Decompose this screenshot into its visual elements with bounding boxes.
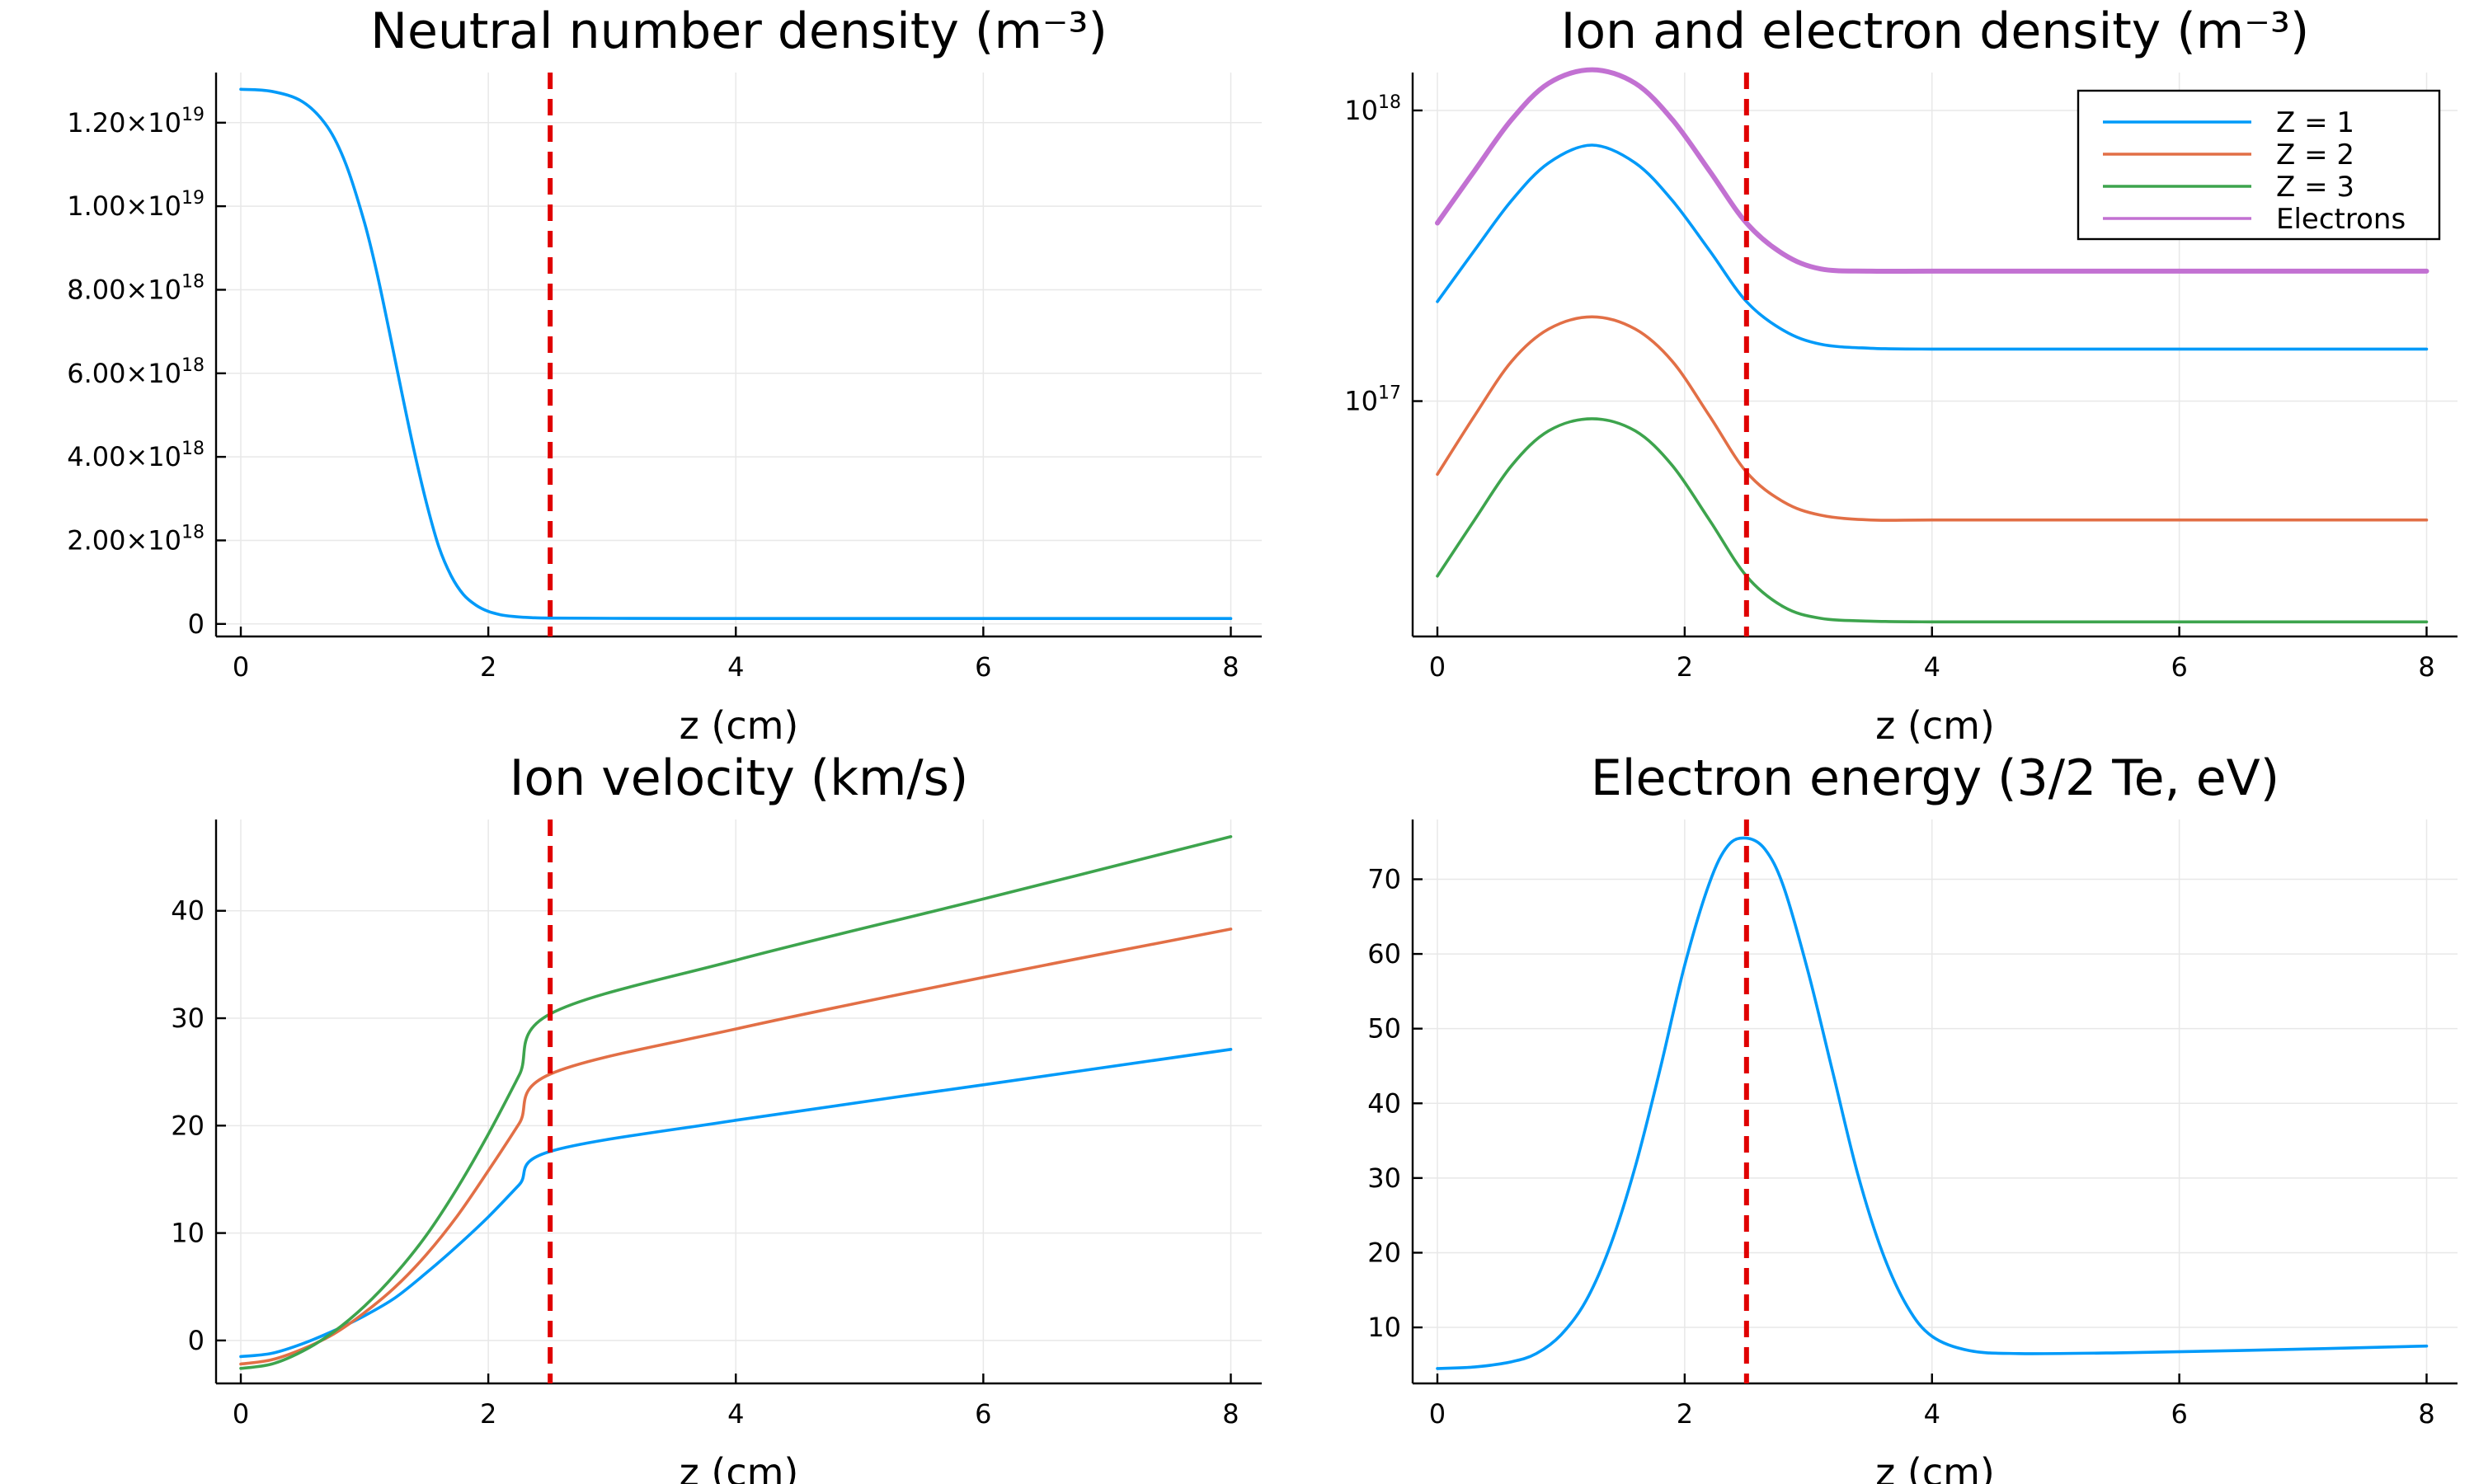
y-tick-label: 40 [1367, 1087, 1401, 1119]
series-line-0 [239, 87, 1233, 621]
y-tick-label: 4.00×1018 [67, 439, 205, 472]
y-tick-mantissa: 40 [171, 895, 205, 927]
y-tick-label: 40 [171, 895, 205, 927]
y-tick-mantissa: 50 [1367, 1013, 1401, 1045]
chart-title: Electron energy (3/2 Te, eV) [1591, 749, 2279, 807]
chart-title: Ion and electron density (m⁻³) [1561, 2, 2310, 60]
y-tick-label: 8.00×1018 [67, 271, 205, 305]
x-tick-label: 0 [1429, 1398, 1446, 1430]
y-tick-label: 30 [171, 1003, 205, 1034]
y-tick-exponent: 18 [181, 439, 205, 459]
y-tick-exponent: 19 [181, 188, 205, 209]
y-tick-exponent: 17 [1378, 383, 1401, 404]
x-axis-label: z (cm) [680, 1450, 799, 1484]
chart-title: Neutral number density (m⁻³) [370, 2, 1108, 60]
x-tick-label: 6 [975, 651, 991, 683]
legend [2077, 89, 2441, 241]
y-tick-mantissa: 10 [171, 1218, 205, 1249]
legend-label: Electrons [2276, 203, 2406, 236]
y-tick-mantissa: 1.00×10 [67, 190, 181, 222]
electron-energy-panel: 0 2 4 6 8 10 20 30 40 50 60 70 Electron energy (3/2 … [1367, 749, 2458, 1484]
y-tick-mantissa: 0 [188, 1325, 205, 1356]
x-tick-label: 8 [1222, 651, 1239, 683]
series-line-2 [239, 835, 1233, 1370]
y-tick-mantissa: 30 [171, 1003, 205, 1034]
y-tick-exponent: 18 [181, 355, 205, 376]
y-tick-label: 1.00×1019 [67, 188, 205, 222]
y-tick-mantissa: 0 [188, 608, 205, 640]
x-tick-label: 2 [1677, 1398, 1693, 1430]
y-tick-mantissa: 20 [171, 1110, 205, 1141]
x-axis-label: z (cm) [1875, 1450, 1995, 1484]
x-tick-label: 2 [1677, 651, 1693, 683]
ion-velocity-panel: 0 2 4 6 8 0 10 20 30 40 Ion velocity (km/s) z (cm) [171, 749, 1262, 1484]
y-tick-label: 10 [1367, 1312, 1401, 1343]
x-tick-label: 4 [727, 651, 744, 683]
legend-label: Z = 1 [2276, 106, 2354, 139]
series-line-electrons [1435, 67, 2429, 275]
y-tick-exponent: 18 [181, 271, 205, 292]
x-tick-label: 2 [480, 651, 496, 683]
y-tick-label: 10 [171, 1218, 205, 1249]
x-tick-label: 0 [233, 1398, 249, 1430]
y-tick-mantissa: 40 [1367, 1087, 1401, 1119]
y-tick-mantissa: 8.00×10 [67, 274, 181, 305]
x-axis-label: z (cm) [680, 703, 799, 748]
y-tick-label: 20 [171, 1110, 205, 1141]
y-tick-mantissa: 30 [1367, 1162, 1401, 1194]
y-tick-label: 0 [188, 608, 205, 640]
y-tick-label: 30 [1367, 1162, 1401, 1194]
x-tick-label: 8 [2418, 651, 2434, 683]
legend-label: Z = 3 [2276, 171, 2354, 204]
x-tick-label: 4 [1924, 1398, 1940, 1430]
y-tick-label: 1018 [1344, 92, 1401, 126]
y-tick-mantissa: 10 [1367, 1312, 1401, 1343]
y-tick-label: 60 [1367, 938, 1401, 970]
y-tick-mantissa: 2.00×10 [67, 524, 181, 556]
y-tick-mantissa: 4.00×10 [67, 441, 181, 472]
y-tick-exponent: 18 [181, 522, 205, 542]
y-tick-mantissa: 1.20×10 [67, 107, 181, 139]
y-tick-label: 20 [1367, 1237, 1401, 1268]
y-tick-mantissa: 10 [1344, 386, 1378, 417]
x-tick-label: 2 [480, 1398, 496, 1430]
y-tick-mantissa: 10 [1344, 95, 1378, 126]
series-line-0 [1436, 836, 2429, 1370]
x-tick-label: 0 [233, 651, 249, 683]
series-line-0 [239, 1048, 1233, 1359]
y-tick-mantissa: 60 [1367, 938, 1401, 970]
y-tick-label: 6.00×1018 [67, 355, 205, 389]
x-tick-label: 8 [2418, 1398, 2434, 1430]
x-tick-label: 6 [2171, 1398, 2187, 1430]
x-tick-label: 6 [2171, 651, 2187, 683]
y-tick-label: 50 [1367, 1013, 1401, 1045]
y-tick-exponent: 18 [1378, 92, 1401, 113]
x-tick-label: 6 [975, 1398, 991, 1430]
y-tick-label: 1.20×1019 [67, 105, 205, 139]
y-tick-mantissa: 6.00×10 [67, 358, 181, 389]
x-axis-label: z (cm) [1875, 703, 1995, 748]
legend-label: Z = 2 [2276, 139, 2354, 171]
y-tick-label: 0 [188, 1325, 205, 1356]
y-tick-label: 1017 [1344, 383, 1401, 417]
y-tick-mantissa: 70 [1367, 863, 1401, 895]
y-tick-label: 2.00×1018 [67, 522, 205, 556]
x-tick-label: 8 [1222, 1398, 1239, 1430]
series-line-z-1 [1436, 143, 2429, 351]
series-line-z-3 [1436, 417, 2429, 624]
y-tick-mantissa: 20 [1367, 1237, 1401, 1268]
y-tick-exponent: 19 [181, 105, 205, 125]
x-tick-label: 4 [1924, 651, 1940, 683]
x-tick-label: 4 [727, 1398, 744, 1430]
series-line-z-2 [1436, 315, 2429, 522]
x-tick-label: 0 [1429, 651, 1446, 683]
neutral-density-panel: 0 2 4 6 802.00×10184.00×10186.00×10188.00×10… [67, 2, 1262, 748]
y-tick-label: 70 [1367, 863, 1401, 895]
chart-title: Ion velocity (km/s) [510, 749, 969, 807]
